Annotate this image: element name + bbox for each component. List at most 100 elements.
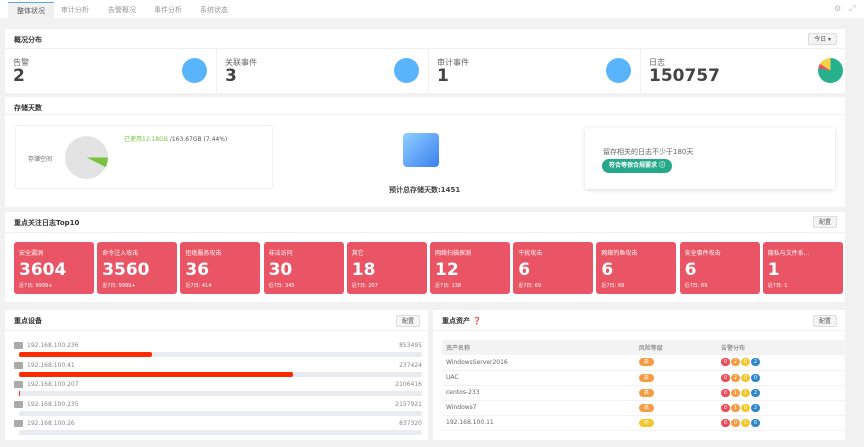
stat-label: 关联事件 [225, 58, 257, 67]
top10-card[interactable]: 网络扫描探测 12 近7日: 138 [430, 242, 510, 294]
info-icon: ⓘ [659, 162, 666, 169]
table-row[interactable]: 192.168.100.11 中 0 0 1 0 [442, 415, 846, 431]
card-value: 12 [435, 260, 459, 280]
col-alerts: 告警分布 [716, 340, 846, 355]
tab-alerts[interactable]: 告警概况 [108, 6, 136, 14]
device-item[interactable]: 192.168.100.236 853495 [14, 342, 422, 358]
stat-label: 日志 [649, 58, 665, 67]
card-name: 安全漏洞 [19, 250, 44, 257]
alert-count-badge: 1 [740, 388, 750, 397]
card-name: 隐私与文件系... [767, 250, 810, 257]
alert-count-badge: 1 [740, 418, 750, 427]
storage-usage: 已使用12.18GB /163.67GB (7.44%) [124, 134, 227, 143]
alert-count-badge: 2 [730, 373, 740, 382]
stat-alerts[interactable]: 告警 2 [5, 49, 217, 93]
tab-overall[interactable]: 整体状况 [8, 2, 54, 18]
card-value: 3560 [102, 260, 150, 280]
table-row[interactable]: UAC 高 0 2 0 0 [442, 370, 846, 386]
card-value: 6 [601, 260, 614, 280]
device-ip: 192.168.100.41 [27, 361, 75, 369]
table-row[interactable]: WindowsServer2016 高 0 2 0 2 [442, 355, 846, 371]
card-recent: 近7日: 1 [767, 283, 788, 289]
card-recent: 近7日: 9999+ [19, 283, 53, 289]
device-ip: 192.168.100.26 [27, 420, 75, 427]
top10-card[interactable]: 命令注入攻击 3560 近7日: 9999+ [97, 242, 178, 294]
retention-tooltip: 留存相关的日志不少于180天 符合等保合规要求 ⓘ [585, 128, 835, 189]
device-bar-fill [19, 352, 152, 357]
storage-pie [65, 136, 108, 179]
asset-name: 192.168.100.11 [442, 415, 635, 431]
top10-card[interactable]: 网络钓鱼攻击 6 近7日: 69 [596, 242, 677, 294]
alert-count-badge: 0 [720, 358, 730, 367]
stat-value: 1 [437, 66, 449, 86]
alert-count-badge: 2 [730, 358, 740, 367]
device-icon [14, 342, 23, 349]
device-item[interactable]: 192.168.100.207 2106416 [14, 381, 422, 397]
assets-config-button[interactable]: 配置 [812, 315, 837, 327]
stat-value: 3 [225, 66, 237, 86]
device-count: 2157921 [395, 400, 422, 408]
tab-events[interactable]: 事件分析 [154, 6, 182, 14]
stat-audit-events[interactable]: 审计事件 1 [429, 49, 641, 93]
tab-system[interactable]: 系统状态 [200, 6, 228, 14]
circle-icon [182, 58, 207, 83]
device-item[interactable]: 192.168.100.26 837320 [14, 420, 422, 436]
table-row[interactable]: centos-233 高 0 1 1 2 [442, 385, 846, 401]
storage-illustration-icon [403, 133, 439, 167]
top10-card[interactable]: 隐私与文件系... 1 近7日: 1 [762, 242, 843, 294]
card-name: 网络扫描探测 [435, 250, 472, 257]
device-bar [19, 391, 422, 396]
gear-icon[interactable]: ⚙ [834, 4, 842, 13]
card-recent: 近7日: 414 [185, 283, 212, 289]
stat-logs[interactable]: 日志 150757 [641, 49, 845, 93]
device-count: 837320 [399, 420, 422, 427]
device-item[interactable]: 192.168.100.235 2157921 [14, 400, 422, 417]
risk-badge: 高 [638, 388, 654, 397]
circle-icon [606, 58, 631, 83]
assets-panel: 重点资产 ❓ 配置 资产名称 风险等级 告警分布 WindowsServer2016… [433, 310, 846, 440]
card-name: 干扰攻击 [518, 250, 543, 257]
alert-count-badge: 0 [730, 418, 740, 427]
col-risk: 风险等级 [634, 340, 717, 355]
card-recent: 近7日: 69 [518, 283, 542, 289]
device-item[interactable]: 192.168.100.41 237424 [14, 361, 422, 378]
device-bar [19, 371, 422, 377]
retention-text: 留存相关的日志不少于180天 [603, 148, 694, 156]
device-icon [14, 420, 23, 427]
top10-card[interactable]: 安全事件攻击 6 近7日: 69 [679, 242, 760, 294]
log-pie-icon [818, 58, 843, 83]
device-count: 2106416 [395, 381, 422, 388]
card-recent: 近7日: 138 [435, 283, 461, 289]
table-row[interactable]: Windows7 高 0 1 0 2 [442, 400, 846, 416]
top10-card[interactable]: 非法访问 30 近7日: 345 [263, 242, 344, 294]
devices-config-button[interactable]: 配置 [395, 315, 420, 327]
expand-icon[interactable]: ⤢ [849, 4, 856, 13]
alert-count-badge: 0 [720, 388, 730, 397]
top10-card[interactable]: 其它 18 近7日: 207 [346, 242, 427, 294]
stat-value: 2 [13, 66, 25, 86]
alert-count-badge: 0 [720, 418, 730, 427]
used-text: 已使用12.18GB [124, 136, 168, 143]
top10-card[interactable]: 安全漏洞 3604 近7日: 9999+ [14, 242, 94, 294]
card-recent: 近7日: 69 [601, 283, 625, 289]
risk-badge: 中 [638, 418, 654, 427]
device-bar [19, 430, 422, 435]
top10-card[interactable]: 拒绝服务攻击 36 近7日: 414 [180, 242, 261, 294]
device-ip: 192.168.100.207 [27, 381, 79, 388]
alert-count-badge: 0 [720, 373, 730, 382]
stat-label: 审计事件 [437, 58, 469, 67]
badge-text: 符合等保合规要求 [609, 162, 658, 169]
risk-badge: 高 [638, 403, 654, 412]
compliance-badge[interactable]: 符合等保合规要求 ⓘ [602, 159, 673, 173]
circle-icon [394, 58, 419, 83]
alert-count-badge: 0 [740, 373, 750, 382]
assets-table: 资产名称 风险等级 告警分布 WindowsServer2016 高 0 2 0 2 UAC 高 0… [442, 340, 846, 431]
help-icon[interactable]: ❓ [472, 317, 482, 325]
top10-card[interactable]: 干扰攻击 6 近7日: 69 [513, 242, 594, 294]
tab-audit[interactable]: 审计分析 [61, 6, 89, 14]
device-bar [19, 410, 422, 416]
range-dropdown[interactable]: 今日 ▾ [808, 33, 837, 45]
stat-related-events[interactable]: 关联事件 3 [217, 49, 429, 93]
top10-config-button[interactable]: 配置 [812, 216, 837, 228]
risk-badge: 高 [638, 373, 654, 382]
